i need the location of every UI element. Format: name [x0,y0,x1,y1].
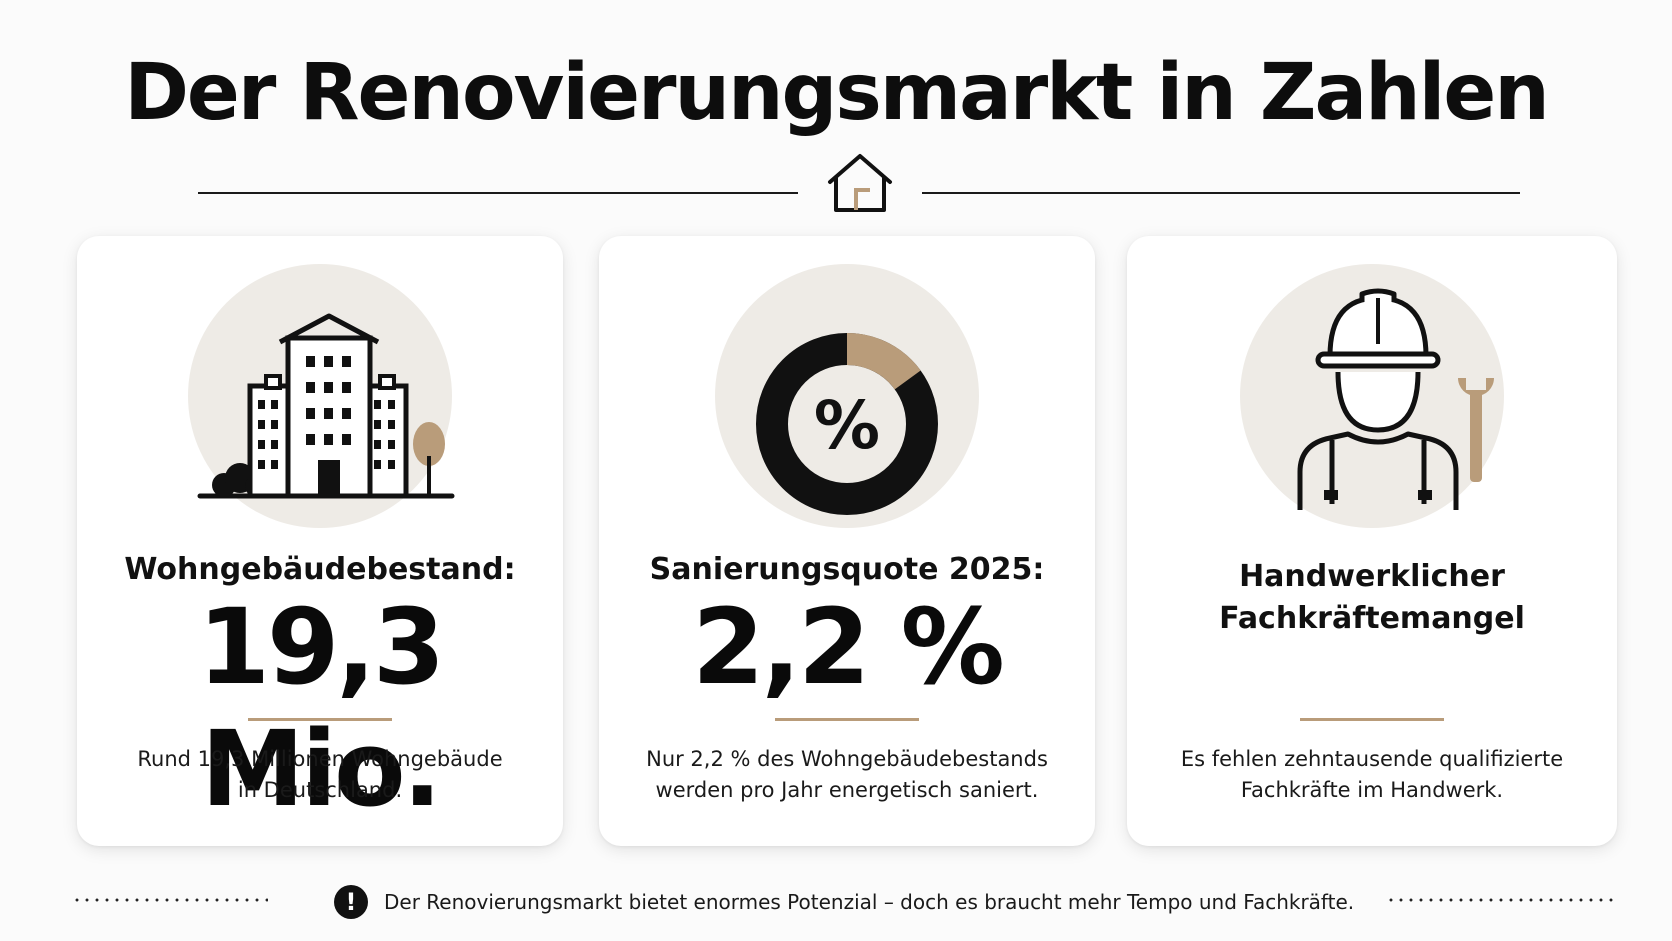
header-divider-right [922,192,1520,194]
card-label-line: Fachkräftemangel [1219,601,1525,636]
percent-donut-icon: % [756,333,938,515]
page-title: Der Renovierungsmarkt in Zahlen [124,48,1550,138]
footer-note: ! Der Renovierungsmarkt bietet enormes P… [334,884,1354,920]
header-divider-left [198,192,798,194]
card-value: 2,2 % [692,586,1005,708]
card-description: Es fehlen zehntausende qualifizierte Fac… [1147,744,1597,806]
percent-symbol: % [814,387,880,464]
card-label: Handwerklicher Fachkräftemangel [1127,556,1617,640]
card-description-line: Nur 2,2 % des Wohngebäudebestands [646,747,1048,771]
card-building-stock: Wohngebäudebestand: 19,3 Mio. Rund 19,3 … [77,236,563,846]
exclamation-icon: ! [334,885,368,919]
card-value: 19,3 Mio. [197,586,446,830]
card-description: Nur 2,2 % des Wohngebäudebestands werden… [619,744,1075,806]
accent-divider [1300,718,1444,721]
card-description-line: in Deutschland. [237,778,403,802]
card-label: Wohngebäudebestand: [124,552,516,587]
construction-worker-icon [1297,288,1494,510]
card-label-line: Handwerklicher [1239,559,1505,594]
footer-text: Der Renovierungsmarkt bietet enormes Pot… [384,890,1355,914]
footer-dotted-divider-right [1386,898,1616,902]
accent-divider [775,718,919,721]
card-description: Rund 19,3 Millionen Wohngebäude in Deuts… [97,744,543,806]
card-description-line: Fachkräfte im Handwerk. [1240,778,1504,802]
card-skills-shortage: Handwerklicher Fachkräftemangel Es fehle… [1127,236,1617,846]
card-description-line: Es fehlen zehntausende qualifizierte [1180,747,1564,771]
card-renovation-rate: % Sanierungsquote 2025: 2,2 % Nur 2,2 % … [599,236,1095,846]
house-icon [828,154,892,212]
accent-divider [248,718,392,721]
footer-dotted-divider-left [72,898,268,902]
card-label: Sanierungsquote 2025: [649,552,1045,587]
apartment-building-icon [197,313,455,499]
card-description-line: werden pro Jahr energetisch saniert. [655,778,1039,802]
card-description-line: Rund 19,3 Millionen Wohngebäude [137,747,503,771]
